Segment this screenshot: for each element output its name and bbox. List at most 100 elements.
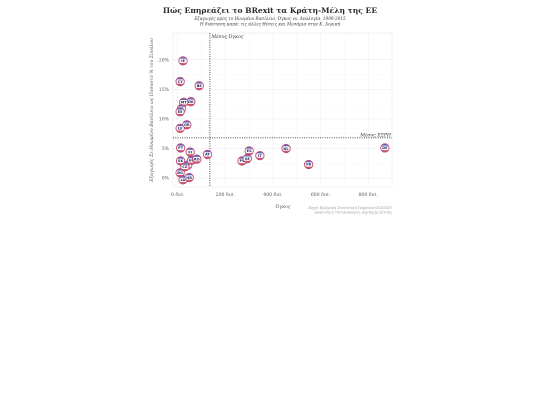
point-flag <box>182 120 192 130</box>
y-tick-label: 10% <box>159 116 170 122</box>
flag-field <box>178 56 188 66</box>
flag-field <box>178 175 188 185</box>
point-ring <box>194 81 204 91</box>
point-flag <box>244 146 254 156</box>
flag-band-bottom <box>203 156 212 159</box>
point-ring <box>175 143 186 153</box>
point-flag <box>281 144 291 153</box>
data-point-ee: EE <box>175 107 185 117</box>
point-flag <box>304 160 313 169</box>
flag-field <box>194 81 204 90</box>
point-ring <box>380 143 390 153</box>
flag-band-top <box>180 162 190 165</box>
flag-band-bottom <box>244 153 254 156</box>
flag-field <box>175 168 185 177</box>
data-point-ie: IE <box>178 56 188 66</box>
flag-field <box>182 120 192 130</box>
y-axis-label: Εξαγωγές Σε Ηνωμένο Βασίλειο ως Ποσοστό … <box>148 38 155 183</box>
data-point-cy: CY <box>175 76 185 87</box>
y-tick-label: 0% <box>162 176 170 182</box>
data-point-nl: NL <box>281 143 291 154</box>
flag-band-top <box>203 150 212 153</box>
flag-field <box>187 156 196 165</box>
flag-band-top <box>244 146 254 149</box>
flag-band-bottom <box>187 162 196 165</box>
flag-field <box>186 97 196 106</box>
flag-band-bottom <box>194 87 204 90</box>
flag-band-top <box>175 124 185 127</box>
point-code: ES <box>247 149 252 153</box>
flag-band-top <box>179 98 188 101</box>
flag-band-top <box>175 77 185 80</box>
point-flag <box>186 97 196 106</box>
point-flag <box>184 173 194 182</box>
flag-band-bottom <box>176 150 185 153</box>
point-code: IE <box>181 59 185 63</box>
point-code: RO <box>194 157 200 161</box>
data-point-hr: HR <box>184 172 194 183</box>
data-point-dk: DK <box>186 97 196 107</box>
flag-band-top <box>175 107 185 110</box>
flag-band-top <box>176 143 185 146</box>
flag-field <box>255 151 265 160</box>
point-ring <box>255 150 265 161</box>
point-code: IT <box>258 154 262 158</box>
point-code: BE <box>197 84 203 88</box>
data-point-se: SE <box>242 153 252 164</box>
plot-border <box>172 32 393 188</box>
y-tick-label: 15% <box>159 87 170 93</box>
flag-field <box>184 173 194 182</box>
reference-lines: Μέσος Όγκος Μέσος ΕΞΡΗ <box>173 33 392 187</box>
point-ring <box>184 172 194 183</box>
flag-band-top <box>185 147 195 150</box>
point-ring <box>178 56 188 66</box>
point-code: CY <box>178 80 184 84</box>
flag-field <box>237 156 247 166</box>
flag-band-top <box>175 168 185 171</box>
point-code: AT <box>205 153 211 157</box>
flag-band-bottom <box>192 161 202 164</box>
point-flag <box>175 124 185 133</box>
point-code: CZ <box>182 165 188 169</box>
point-code: EE <box>178 110 183 114</box>
flag-field <box>175 107 185 116</box>
grid <box>172 32 393 188</box>
point-flag <box>175 77 185 86</box>
point-flag <box>255 151 265 160</box>
flag-field <box>244 146 254 156</box>
point-ring <box>175 107 185 117</box>
flag-band-bottom <box>184 179 194 182</box>
flag-band-top <box>237 156 247 159</box>
point-flag <box>194 81 204 90</box>
data-point-es: ES <box>244 146 254 156</box>
point-flag <box>175 107 185 116</box>
flag-band-bottom <box>175 113 185 116</box>
flag-band-bottom <box>186 103 196 106</box>
x-axis-label: Όγκος <box>276 203 291 210</box>
point-code: PT <box>178 146 184 150</box>
data-point-pt: PT <box>175 143 186 153</box>
flag-field <box>304 160 313 169</box>
flag-band-top <box>304 160 313 163</box>
point-code: SK <box>178 159 184 163</box>
point-code: LU <box>180 178 185 182</box>
flag-band-top <box>194 81 204 84</box>
data-point-lv: LV <box>175 123 185 134</box>
mean-share-label: Μέσος ΕΞΡΗ <box>359 131 392 138</box>
flag-band-bottom <box>178 63 188 66</box>
flag-band-bottom <box>175 174 185 177</box>
flag-band-top <box>178 56 188 59</box>
flag-band-bottom <box>255 157 265 160</box>
flag-band-top <box>255 151 265 154</box>
flag-band-top <box>380 143 390 146</box>
point-code: DK <box>188 100 194 104</box>
flag-field <box>203 150 212 159</box>
flag-field <box>243 154 252 163</box>
chart-subtitle-line-1: Εξαγωγές προς το Ηνωμένο Βασίλειο, Όγκος… <box>193 16 346 21</box>
data-point-cz: CZ <box>180 162 190 172</box>
flag-field <box>185 147 195 157</box>
data-point-de: DE <box>380 143 390 153</box>
flag-field <box>175 124 185 133</box>
point-flag <box>176 156 185 166</box>
